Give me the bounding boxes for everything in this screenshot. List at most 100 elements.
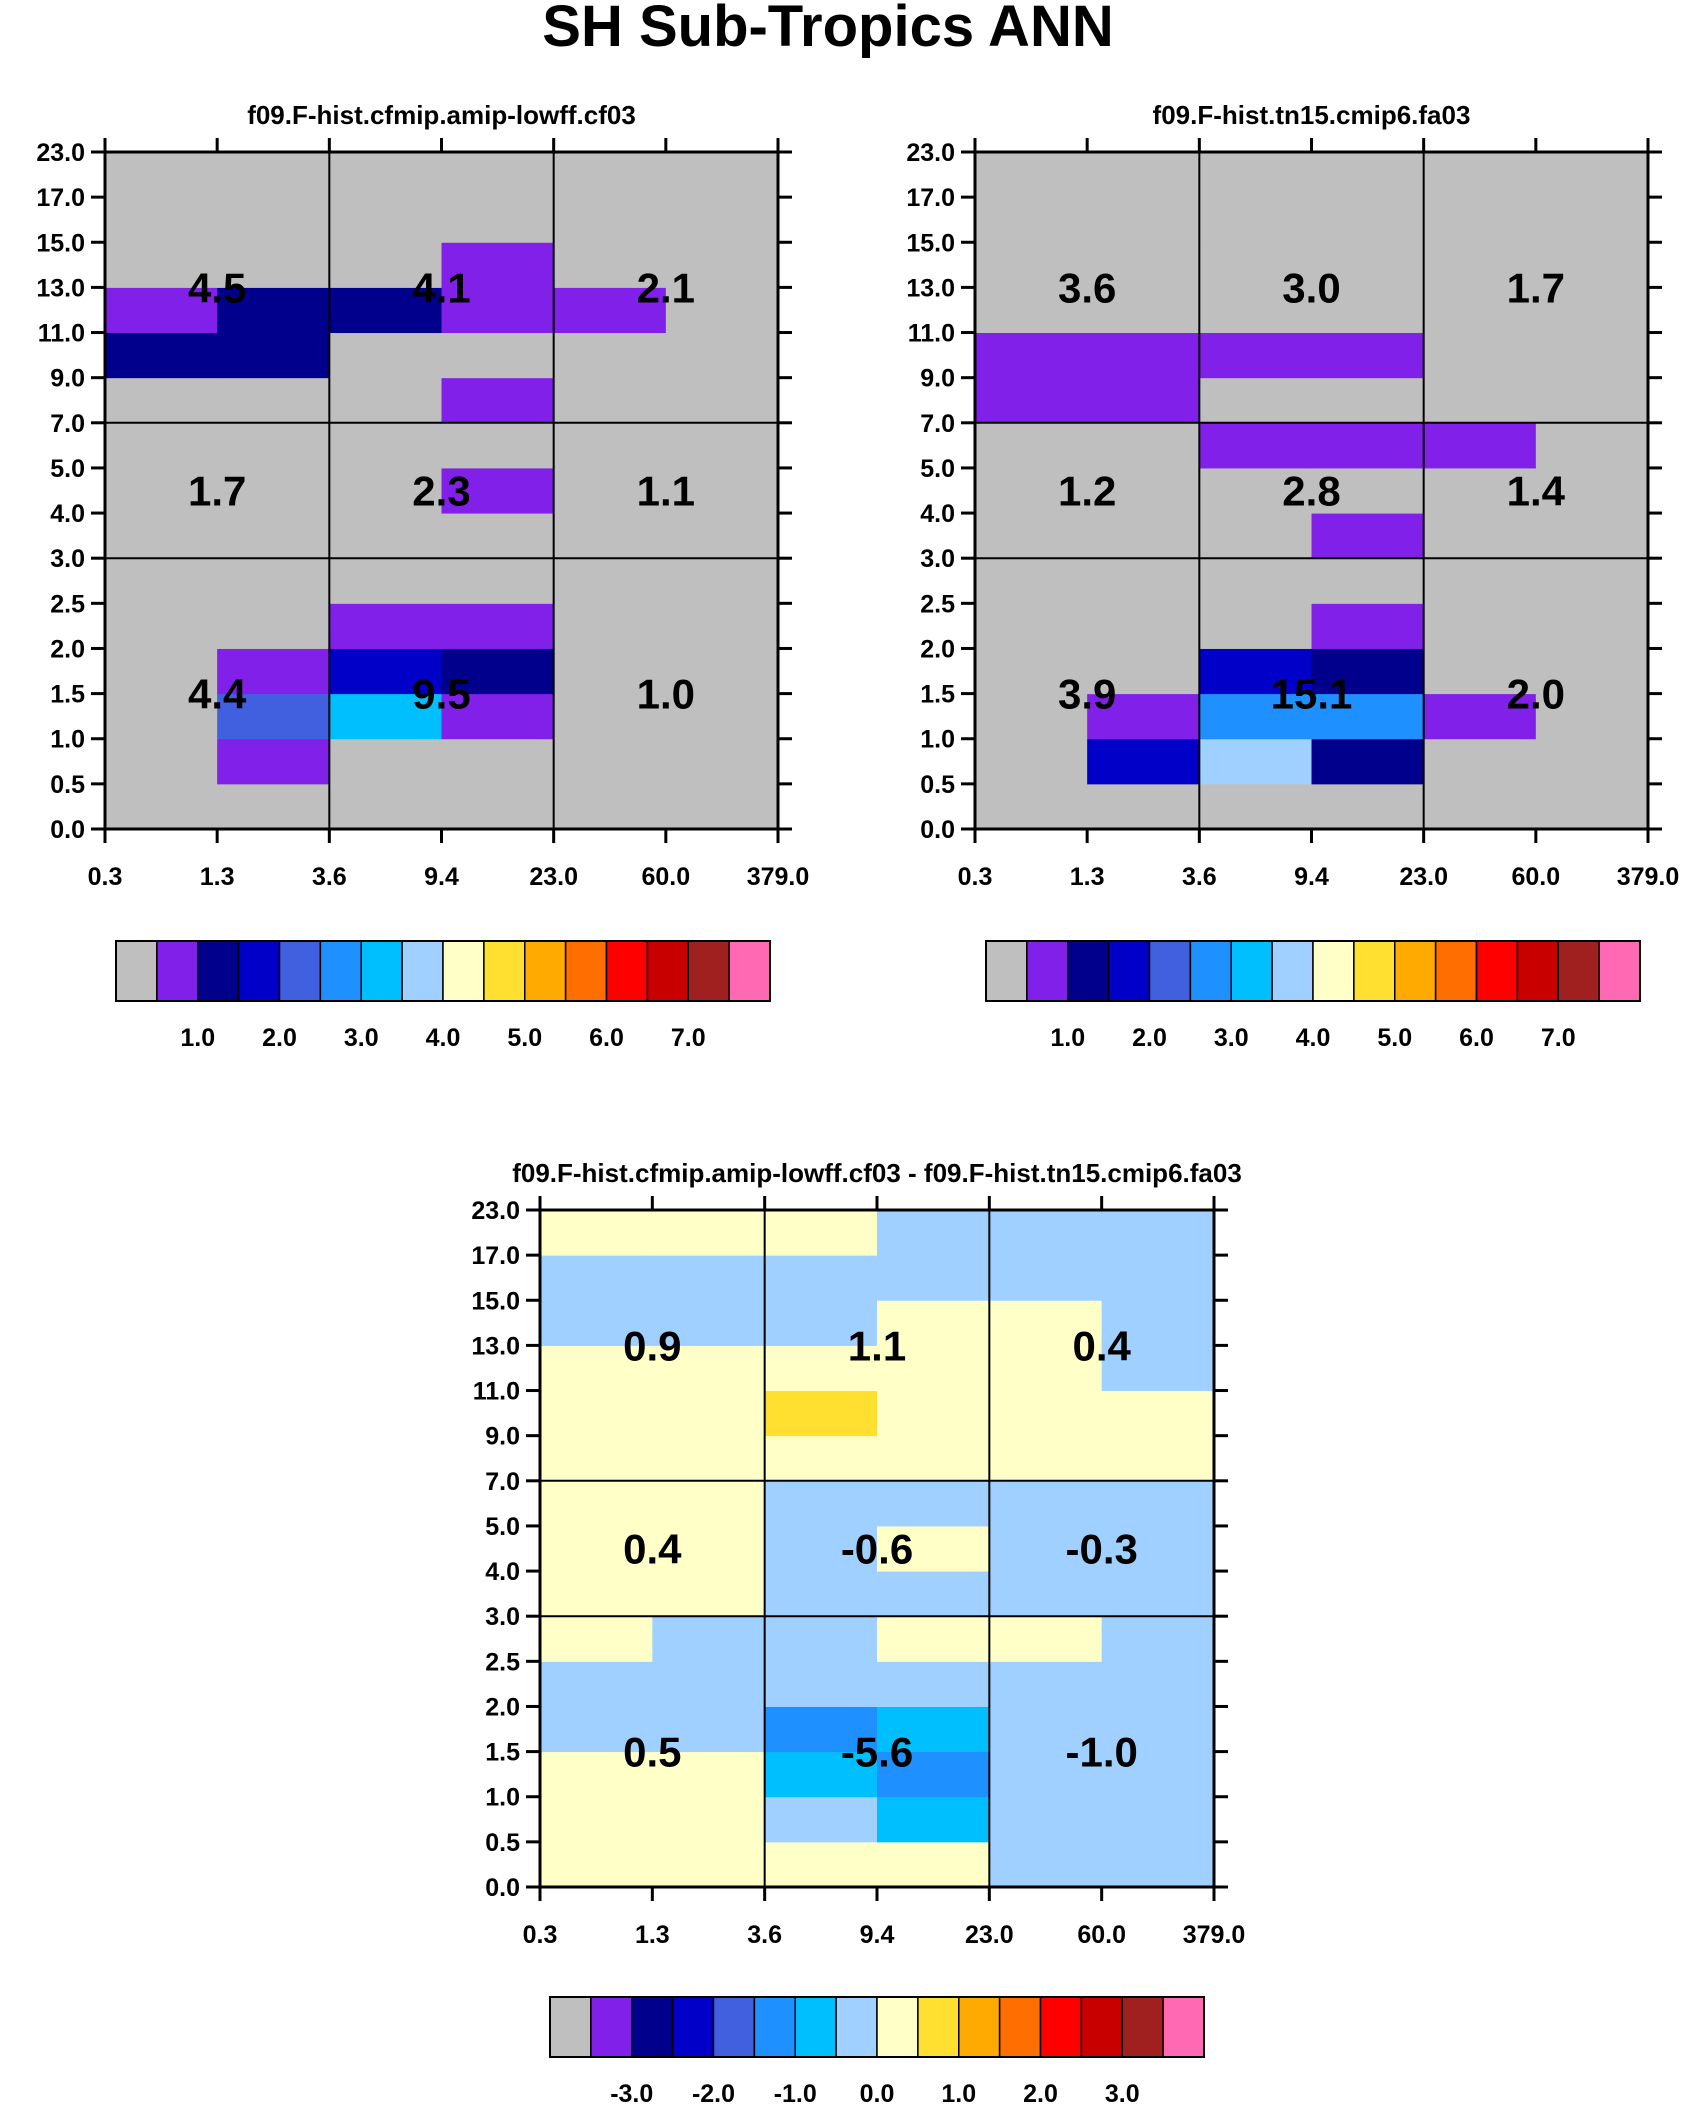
colorbar-swatch [998,1996,1042,2058]
heatmap-cell [1087,152,1200,198]
heatmap-cell [1101,1706,1215,1753]
colorbar-swatch [1107,940,1151,1002]
heatmap-cell [217,603,330,649]
heatmap-cell [329,287,442,334]
heatmap-cell [441,242,555,288]
y-tick-label: 0.5 [485,1829,520,1857]
heatmap-cell [989,1841,1103,1888]
colorbar-label: -1.0 [774,2080,817,2108]
heatmap-cell [975,242,1088,288]
heatmap-cell [553,783,667,830]
heatmap-cell [764,1255,878,1301]
y-tick-label: 0.0 [50,816,85,844]
heatmap-cell [1311,738,1425,785]
group-value-label: 3.9 [1058,671,1116,718]
colorbar-label: 3.0 [1214,1024,1249,1052]
heatmap-cell [329,152,442,198]
heatmap-cell [877,1480,990,1527]
colorbar-swatch [319,940,362,1002]
group-value-label: 0.9 [623,1322,681,1369]
heatmap-cell [975,558,1088,604]
heatmap-cell [975,738,1088,785]
heatmap-cell [441,377,555,424]
heatmap-cell [1087,287,1200,334]
heatmap-cell [877,1706,990,1753]
heatmap-cell [1423,648,1537,695]
heatmap-cell [877,1210,990,1256]
heatmap-cell [217,738,330,785]
colorbar-swatch [483,940,526,1002]
colorbar-swatch [564,940,608,1002]
colorbar-swatch [917,1996,960,2058]
heatmap-cell [652,1255,766,1301]
y-tick-label: 7.0 [920,410,955,438]
colorbar-swatch [401,940,444,1002]
heatmap-cell [1535,693,1649,740]
heatmap-cell [652,1390,766,1437]
heatmap-cell [329,603,442,649]
heatmap-cell [1087,513,1200,559]
group-value-label: 15.1 [1271,671,1353,718]
heatmap-cell [553,693,667,740]
panel-difference: f09.F-hist.cfmip.amip-lowff.cf03 - f09.F… [471,1158,1245,2108]
y-tick-label: 11.0 [908,320,955,348]
x-tick-label: 379.0 [1617,863,1680,891]
heatmap-cell [1087,422,1200,469]
heatmap-cell [441,738,555,785]
heatmap-cell [1311,783,1425,830]
heatmap-cell [217,467,330,514]
heatmap-cell [989,1661,1103,1707]
heatmap-cell [329,558,442,604]
group-value-label: 9.5 [412,671,470,718]
colorbar-swatch [958,1996,1001,2058]
colorbar-swatch [549,1996,592,2058]
heatmap-cell [989,1616,1103,1662]
y-tick-label: 0.0 [920,816,955,844]
heatmap-cell [1535,197,1649,243]
heatmap-cell [1199,242,1312,288]
y-tick-label: 15.0 [471,1287,520,1315]
heatmap-cell [441,152,555,198]
colorbar-swatch [1148,940,1192,1002]
heatmap-cell [975,152,1088,198]
group-value-label: 4.5 [188,264,246,311]
colorbar-label: 1.0 [1050,1024,1085,1052]
heatmap-cell [1101,1390,1215,1437]
heatmap-cell [665,513,779,559]
heatmap-cell [1101,1300,1215,1346]
heatmap-cell [1423,693,1537,740]
heatmap-cell [1423,377,1537,424]
heatmap-cell [877,1751,990,1798]
heatmap-cell [1311,558,1425,604]
heatmap-cell [217,152,330,198]
heatmap-cell [540,1841,653,1888]
heatmap-cell [1535,287,1649,334]
heatmap-cell [989,1480,1103,1527]
colorbar-swatch [1230,940,1273,1002]
y-tick-label: 13.0 [36,274,85,302]
colorbar-swatch [753,1996,796,2058]
group-value-label: 4.4 [188,671,247,718]
heatmap-cell [441,558,555,604]
y-tick-label: 9.0 [920,365,955,393]
heatmap-cell [877,1390,990,1437]
heatmap-cell [1087,377,1200,424]
heatmap-cell [652,1345,766,1392]
colorbar-swatch [197,940,240,1002]
heatmap-cell [975,332,1088,379]
heatmap-cell [652,1661,766,1707]
colorbar-swatch [835,1996,878,2058]
group-value-label: 1.2 [1058,468,1116,515]
heatmap-cell [441,648,555,695]
heatmap-cell [540,1435,653,1482]
heatmap-cell [540,1706,653,1753]
panel-model-fa03: f09.F-hist.tn15.cmip6.fa03 0.3 1.3 3.6 9.4 23… [906,100,1679,1052]
y-tick-label: 17.0 [471,1242,520,1270]
y-tick-label: 2.0 [485,1693,520,1721]
x-tick-label: 379.0 [1183,1921,1246,1949]
heatmap-cell [540,1255,653,1301]
group-value-label: 1.0 [637,671,695,718]
group-value-label: -5.6 [841,1729,913,1776]
group-value-label: 1.7 [188,468,246,515]
heatmap-cell [105,332,218,379]
